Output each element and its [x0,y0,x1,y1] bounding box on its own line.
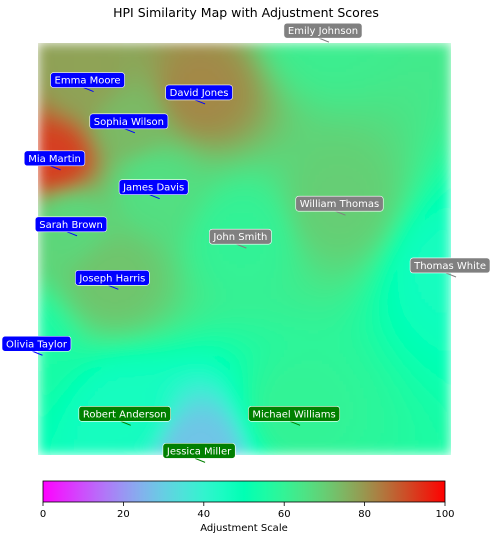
point-label-text: Mia Martin [28,154,81,165]
point-label-leader [83,87,94,93]
point-label-leader [236,243,247,249]
point-label: Mia Martin [23,150,86,171]
colorbar-tick-label: 0 [40,509,46,520]
point-label-leader [50,165,61,171]
point-label-leader [120,420,131,426]
point-label-text: Michael Williams [252,409,335,420]
point-label-leader [149,194,160,200]
colorbar-gradient [42,480,446,503]
point-label-text: David Jones [170,88,229,99]
point-label-box [34,216,108,233]
point-label-box [75,270,150,286]
point-label-leader [335,210,346,216]
point-label-text: Emily Johnson [288,26,358,37]
colorbar-ticks: 0 20 40 60 80 100 [40,502,455,520]
point-label-text: Sophia Wilson [94,117,164,128]
heatmap-image [38,43,451,455]
point-label-text: Joseph Harris [78,273,145,284]
point-label: Sophia Wilson [89,113,169,134]
point-label-leader [289,420,301,426]
point-label: David Jones [165,84,233,105]
point-label: Sarah Brown [34,216,108,237]
point-label: Emily Johnson [283,22,363,43]
point-label-leader [66,231,78,237]
point-label-box [1,335,72,352]
point-label: Michael Williams [248,405,341,426]
colorbar-tick-label: 60 [278,509,291,520]
point-label-box [409,257,491,274]
point-label-leader [194,99,206,105]
point-label: James Davis [118,179,189,200]
point-label-leader [445,272,457,278]
colorbar-tick-label: 40 [197,509,210,520]
point-label-box [50,72,125,88]
point-label-box [295,195,384,212]
point-label-text: Jessica Miller [166,446,232,457]
point-label: Joseph Harris [75,270,150,290]
colorbar-tick-label: 100 [435,509,454,520]
heatmap-area [38,43,451,455]
colorbar-tick-label: 80 [358,509,371,520]
point-label-leader [32,350,43,356]
point-label: Emma Moore [50,72,125,93]
point-labels-layer: Emily Johnson Emma Moore David Jones Sophia… [1,22,491,463]
point-label: Robert Anderson [78,405,171,426]
point-label-text: Thomas White [413,261,486,272]
point-label: Olivia Taylor [1,335,72,356]
colorbar-label: Adjustment Scale [200,523,288,534]
point-label-text: James Davis [122,183,184,194]
point-label-leader [318,37,330,43]
colorbar-tick-label: 20 [117,509,130,520]
point-label: Jessica Miller [162,443,236,463]
point-label-box [23,150,86,167]
point-label-box [165,84,233,101]
point-label-leader [108,284,119,290]
point-label-box [162,443,236,459]
point-label-text: William Thomas [300,199,379,210]
point-label-text: Robert Anderson [83,409,167,420]
point-label-text: Sarah Brown [39,220,103,231]
point-label-box [78,405,171,422]
point-label-box [248,405,341,422]
point-label-text: Emma Moore [55,76,121,87]
point-label-text: Olivia Taylor [6,339,68,350]
chart-title: HPI Similarity Map with Adjustment Score… [113,5,379,20]
colorbar: 0 20 40 60 80 100 Adjustment Scale [40,480,455,534]
point-label-text: John Smith [212,232,267,243]
point-label: Thomas White [409,257,491,278]
point-label-box [283,22,363,39]
point-label-box [118,179,189,195]
point-label: William Thomas [295,195,384,216]
point-label-leader [194,457,206,463]
point-label-box [209,228,272,245]
point-label: John Smith [209,228,272,249]
point-label-box [89,113,169,130]
point-label-leader [124,128,136,134]
